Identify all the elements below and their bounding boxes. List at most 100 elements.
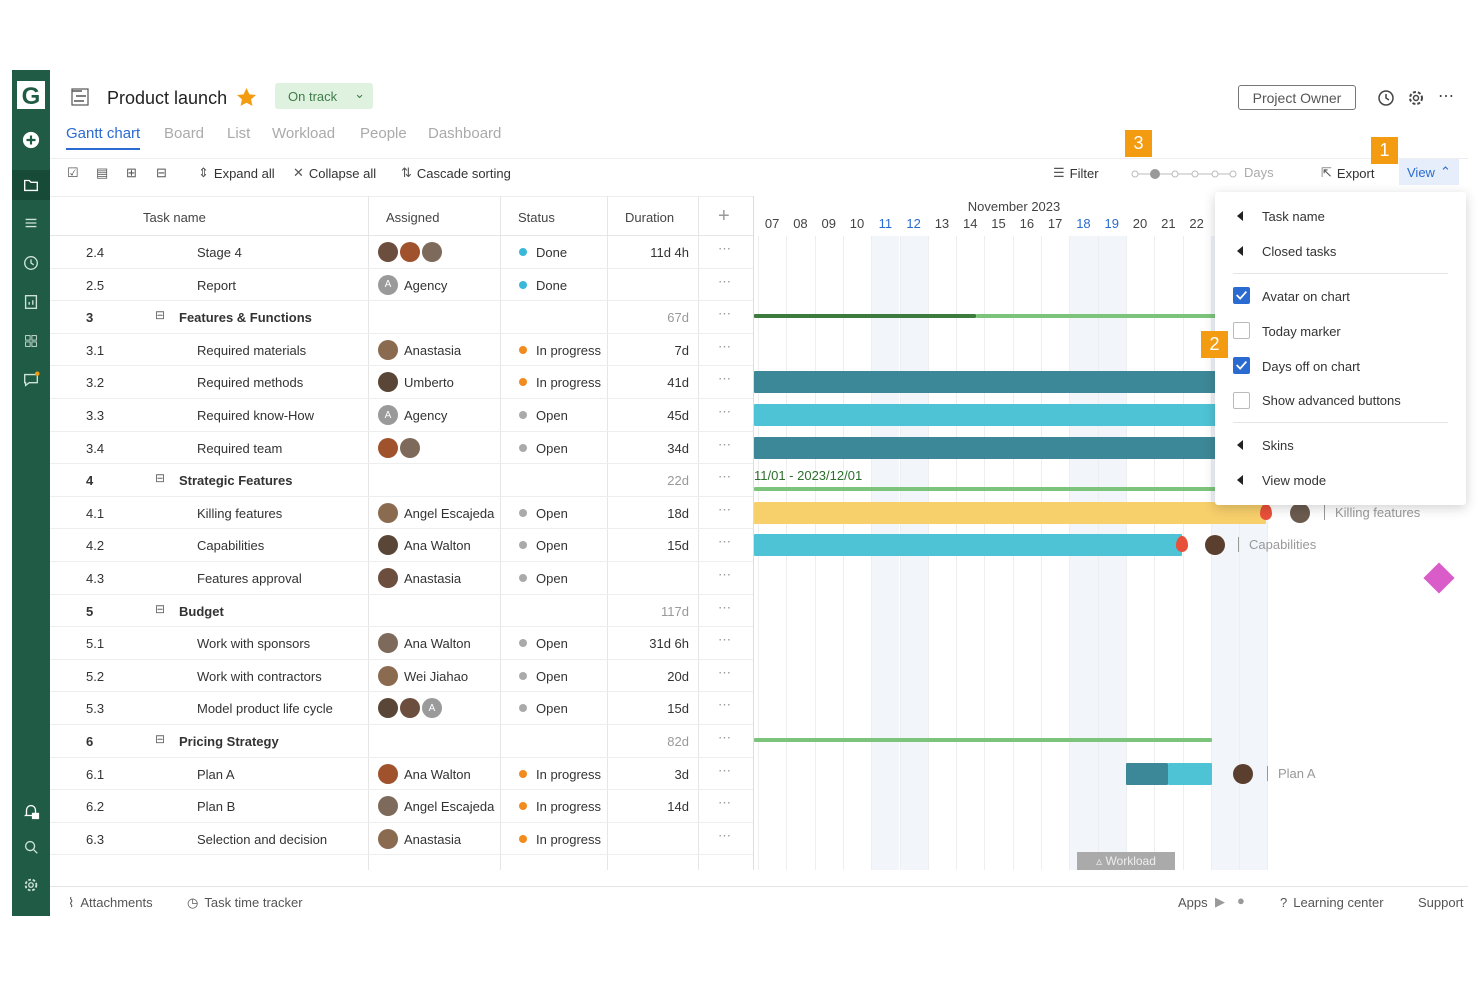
milestone-diamond[interactable]	[1423, 562, 1455, 594]
support-link[interactable]: Support	[1418, 895, 1464, 910]
row-menu-icon[interactable]: ⋯	[718, 273, 731, 289]
task-bar-progress[interactable]	[1126, 762, 1168, 785]
row-menu-icon[interactable]: ⋯	[718, 567, 731, 582]
summary-bar[interactable]	[754, 487, 1216, 492]
task-name[interactable]: Required methods	[197, 375, 304, 391]
status-label[interactable]: Done	[536, 277, 568, 293]
menu-item-days-off-on-chart[interactable]: Days off on chart	[1262, 359, 1361, 374]
task-name[interactable]: Budget	[179, 603, 224, 619]
table-row[interactable]: 4.1 Killing features Angel Escajeda Open 18d…	[50, 497, 753, 530]
collapse-toggle-icon[interactable]: ⊟	[155, 308, 166, 323]
row-menu-icon[interactable]: ⋯	[718, 599, 731, 615]
status-label[interactable]: Open	[536, 571, 568, 586]
row-menu-icon[interactable]: ⋯	[718, 338, 731, 354]
table-row[interactable]: 3.2 Required methods Umberto In progress 41d…	[50, 366, 753, 399]
tab-people[interactable]: People	[360, 125, 407, 142]
duration-value[interactable]: 20d	[667, 668, 689, 684]
avatar[interactable]	[378, 437, 398, 458]
tab-dashboard[interactable]: Dashboard	[428, 125, 502, 142]
add-column-icon[interactable]: +	[718, 205, 730, 227]
task-name[interactable]: Stage 4	[197, 245, 242, 260]
menu-item-today-marker[interactable]: Today marker	[1262, 324, 1341, 339]
column-header-assigned[interactable]: Assigned	[386, 210, 440, 225]
column-header-status[interactable]: Status	[518, 210, 555, 225]
clock-icon[interactable]	[12, 248, 50, 278]
status-label[interactable]: Open	[536, 505, 568, 521]
settings-icon[interactable]	[12, 870, 50, 900]
collapse-toggle-icon[interactable]: ⊟	[155, 732, 166, 746]
status-label[interactable]: Open	[536, 440, 568, 456]
duration-value[interactable]: 82d	[667, 734, 689, 749]
table-row[interactable]: 3.4 Required team Open 34d ⋯	[50, 432, 753, 465]
row-menu-icon[interactable]: ⋯	[718, 795, 731, 811]
column-header-duration[interactable]: Duration	[625, 210, 675, 225]
status-label[interactable]: In progress	[536, 766, 602, 782]
duration-value[interactable]: 7d	[674, 342, 689, 358]
avatar[interactable]	[378, 763, 398, 784]
status-label[interactable]: Open	[536, 701, 568, 717]
task-name[interactable]: Work with sponsors	[197, 636, 311, 652]
apps-grid-icon[interactable]	[12, 326, 50, 356]
filter-button[interactable]: ☰ Filter	[1053, 165, 1099, 181]
table-row[interactable]: 3.1 Required materials Anastasia In progres…	[50, 334, 753, 367]
summary-bar[interactable]	[754, 738, 1212, 742]
avatar[interactable]	[378, 796, 398, 817]
task-name[interactable]: Plan A	[197, 766, 235, 782]
task-name[interactable]: Required materials	[197, 342, 307, 358]
tab-board[interactable]: Board	[164, 125, 205, 142]
row-menu-icon[interactable]: ⋯	[718, 436, 731, 452]
status-label[interactable]: In progress	[536, 342, 602, 358]
avatar[interactable]	[1290, 502, 1310, 523]
apple-icon[interactable]: ●	[1237, 893, 1245, 908]
collapse-toggle-icon[interactable]: ⊟	[155, 471, 166, 486]
projects-icon[interactable]	[12, 170, 50, 200]
row-menu-icon[interactable]: ⋯	[718, 664, 731, 680]
status-label[interactable]: Open	[536, 408, 568, 423]
cascade-sorting-button[interactable]: ⇅ Cascade sorting	[401, 165, 511, 181]
duration-value[interactable]: 18d	[667, 505, 689, 521]
table-row[interactable]: 6.1 Plan A Ana Walton In progress 3d ⋯	[50, 758, 753, 791]
task-name[interactable]: Required know-How	[197, 408, 315, 423]
advanced-buttons-checkbox[interactable]	[1233, 392, 1250, 409]
table-row[interactable]: 4.2 Capabilities Ana Walton Open 15d ⋯	[50, 529, 753, 562]
row-menu-icon[interactable]: ⋯	[718, 827, 731, 843]
table-row[interactable]: 6.2 Plan B Angel Escajeda In progress 14d ⋯	[50, 790, 753, 823]
row-menu-icon[interactable]: ⋯	[718, 632, 731, 648]
row-menu-icon[interactable]: ⋯	[718, 306, 731, 322]
avatar[interactable]: A	[422, 698, 442, 719]
history-icon[interactable]	[1376, 88, 1396, 108]
column-header-task-name[interactable]: Task name	[143, 210, 206, 225]
select-checkbox-icon[interactable]: ☑	[67, 165, 79, 180]
duration-value[interactable]: 3d	[674, 766, 689, 782]
today-marker-checkbox[interactable]	[1233, 322, 1250, 339]
row-menu-icon[interactable]: ⋯	[718, 501, 731, 517]
menu-item-closed-tasks[interactable]: Closed tasks	[1262, 244, 1337, 259]
avatar[interactable]	[378, 339, 398, 360]
avatar[interactable]: A	[378, 274, 398, 295]
duration-value[interactable]: 45d	[667, 408, 689, 423]
columns-icon[interactable]: ⊟	[156, 165, 167, 180]
list-icon[interactable]	[12, 208, 50, 238]
task-bar[interactable]	[754, 371, 1216, 394]
status-dropdown[interactable]: On track ⌄	[275, 83, 373, 109]
avatar[interactable]	[378, 633, 398, 654]
menu-item-view-mode[interactable]: View mode	[1262, 473, 1327, 488]
row-menu-icon[interactable]: ⋯	[718, 534, 731, 550]
task-name[interactable]: Plan B	[197, 799, 236, 815]
task-time-tracker-button[interactable]: ◷ Task time tracker	[187, 895, 303, 911]
duration-value[interactable]: 11d 4h	[650, 245, 689, 260]
project-title[interactable]: Product launch	[107, 88, 228, 108]
duration-value[interactable]: 15d	[667, 538, 689, 554]
table-row[interactable]: 2.5 Report A Agency Done ⋯	[50, 269, 753, 302]
task-bar[interactable]	[754, 501, 1266, 524]
avatar[interactable]	[378, 535, 398, 556]
notifications-icon[interactable]	[12, 796, 50, 826]
hierarchy-icon[interactable]: ⊞	[126, 165, 137, 180]
play-store-icon[interactable]: ▶	[1215, 894, 1225, 909]
task-bar[interactable]	[754, 436, 1216, 459]
duration-value[interactable]: 15d	[667, 701, 689, 717]
summary-bar-progress[interactable]	[754, 314, 976, 319]
avatar[interactable]	[378, 242, 398, 262]
task-bar[interactable]	[754, 404, 1216, 426]
tab-list[interactable]: List	[227, 125, 251, 142]
